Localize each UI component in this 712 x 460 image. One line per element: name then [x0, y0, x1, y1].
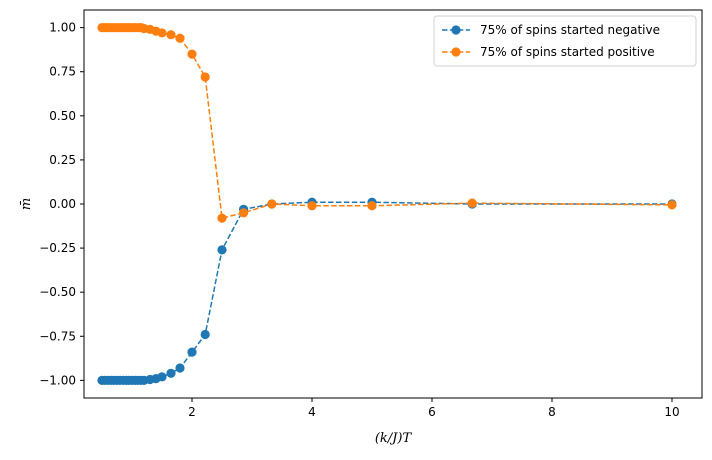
y-tick-label: −0.75 — [39, 329, 76, 343]
series-1-point — [217, 245, 227, 255]
x-tick-label: 10 — [664, 405, 679, 419]
series-2-point — [217, 213, 227, 223]
series-1-point — [175, 363, 185, 373]
series-2-point — [307, 201, 317, 211]
series-2-point — [166, 30, 176, 40]
series-2-point — [175, 33, 185, 43]
series-2-point — [367, 201, 377, 211]
series-2-point — [187, 49, 197, 59]
y-axis-label: m̄ — [19, 198, 34, 210]
series-1-point — [157, 372, 167, 382]
y-tick-label: −0.50 — [39, 285, 76, 299]
legend-label-2: 75% of spins started positive — [480, 45, 655, 59]
y-tick-label: −1.00 — [39, 373, 76, 387]
ticks-layer: 2 4 6 8 10 −1.00 −0.75 −0.50 −0.25 0.00 0.25 0.50 0.… — [39, 21, 679, 419]
series-layer — [97, 23, 677, 385]
series-2-point — [467, 198, 477, 208]
y-tick-label: −0.25 — [39, 241, 76, 255]
series-2-point — [267, 199, 277, 209]
series-2-point — [200, 72, 210, 82]
x-tick-label: 8 — [548, 405, 556, 419]
y-tick-label: 1.00 — [49, 21, 76, 35]
legend: 75% of spins started negative 75% of spin… — [433, 15, 697, 67]
series-1-point — [187, 347, 197, 357]
legend-label-1: 75% of spins started negative — [480, 23, 660, 37]
x-axis-label: (k/J)T — [375, 431, 413, 446]
series-1-point — [200, 329, 210, 340]
x-tick-label: 6 — [428, 405, 436, 419]
x-tick-label: 2 — [188, 405, 196, 419]
series-2-point — [239, 208, 249, 218]
y-tick-label: 0.75 — [49, 65, 76, 79]
series-2-point — [667, 200, 677, 210]
legend-marker-1 — [451, 25, 461, 35]
x-tick-label: 4 — [308, 405, 316, 419]
y-tick-label: 0.25 — [49, 153, 76, 167]
legend-marker-2 — [451, 47, 461, 57]
y-tick-label: 0.00 — [49, 197, 76, 211]
y-tick-label: 0.50 — [49, 109, 76, 123]
legend-box — [433, 15, 697, 67]
series-2-point — [157, 28, 167, 38]
series-1-point — [166, 368, 176, 378]
